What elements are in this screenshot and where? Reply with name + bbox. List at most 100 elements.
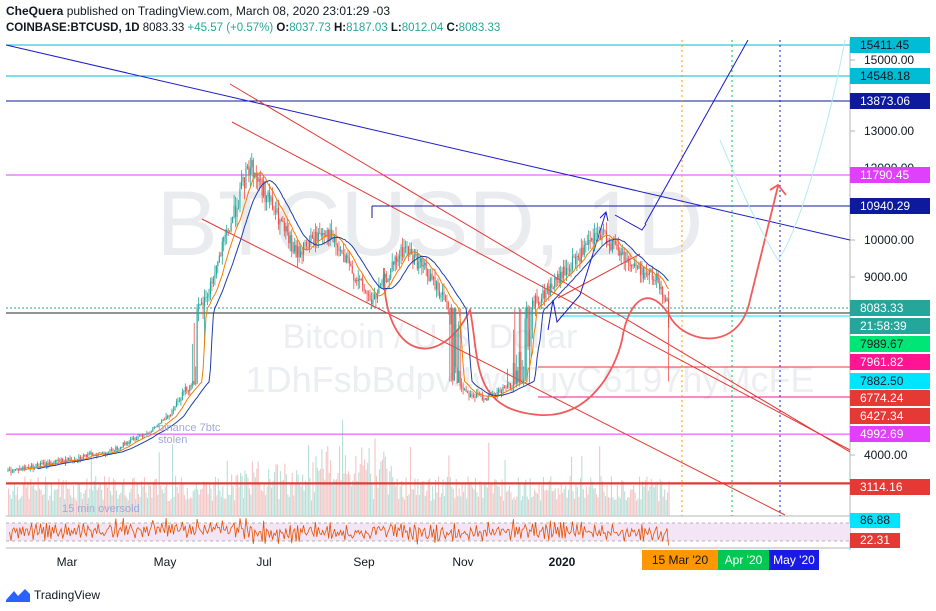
- candle-body: [558, 274, 560, 284]
- volume-bar: [610, 476, 612, 516]
- volume-bar: [631, 489, 633, 516]
- volume-bar: [426, 490, 428, 516]
- price-level-badge: [850, 300, 930, 316]
- volume-bar: [274, 472, 276, 516]
- candle-body: [189, 385, 191, 392]
- candle-body: [93, 455, 95, 457]
- candle-body: [536, 295, 538, 302]
- candle-body: [446, 301, 448, 303]
- volume-bar: [166, 484, 168, 516]
- price-level-badge: [850, 198, 930, 214]
- candle-body: [555, 277, 557, 280]
- alt-projection-curve: [719, 40, 846, 261]
- volume-bar: [429, 478, 431, 516]
- candle-body: [372, 299, 374, 305]
- volume-bar: [443, 496, 445, 516]
- volume-bar: [73, 485, 75, 516]
- candle-body: [226, 229, 228, 236]
- volume-bar: [630, 489, 632, 516]
- volume-bar: [271, 487, 273, 516]
- volume-bar: [349, 474, 351, 516]
- volume-bar: [344, 455, 346, 516]
- elliott-wave-path: [547, 211, 607, 331]
- volume-bar: [506, 491, 508, 516]
- volume-bar: [486, 487, 488, 516]
- volume-bar: [30, 478, 32, 516]
- candle-body: [155, 426, 157, 428]
- candle-body: [462, 387, 464, 390]
- candle-body: [201, 302, 203, 305]
- candle-body: [170, 415, 172, 416]
- candle-body: [583, 245, 585, 255]
- candle-body: [338, 247, 340, 252]
- candle-body: [384, 274, 386, 278]
- candle-body: [548, 285, 550, 296]
- candle-body: [576, 255, 578, 264]
- long-trend-line: [6, 44, 850, 241]
- candle-body: [381, 283, 383, 285]
- volume-bar: [588, 486, 590, 516]
- tradingview-logo-icon: [6, 589, 30, 602]
- candle-body: [227, 229, 229, 231]
- candle-body: [393, 261, 395, 265]
- volume-bar: [474, 478, 476, 516]
- volume-bar: [170, 498, 172, 516]
- candle-body: [387, 280, 389, 282]
- candle-body: [662, 286, 664, 297]
- candle-body: [240, 181, 242, 189]
- volume-bar: [179, 485, 181, 516]
- volume-bar: [185, 499, 187, 516]
- volume-bar: [89, 488, 91, 516]
- candle-body: [38, 465, 40, 467]
- price-tick-label: 15000.00: [864, 53, 914, 67]
- candle-body: [345, 255, 347, 263]
- volume-bar: [485, 484, 487, 516]
- volume-bar: [661, 481, 663, 516]
- volume-bar: [219, 490, 221, 516]
- ohlc-open: O:8037.73: [276, 22, 331, 34]
- candle-body: [229, 230, 231, 232]
- ohlc-high: H:8187.03: [333, 22, 388, 34]
- volume-bar: [409, 447, 411, 516]
- candle-body: [434, 276, 436, 290]
- volume-bar: [625, 500, 627, 516]
- candle-body: [294, 245, 296, 252]
- time-tick-label: 2020: [549, 555, 576, 569]
- volume-bar: [340, 479, 342, 516]
- volume-bar: [123, 478, 125, 516]
- candle-body: [277, 208, 279, 225]
- volume-bar: [240, 472, 242, 516]
- price-level-badge: [850, 373, 930, 389]
- volume-bar: [516, 496, 518, 516]
- volume-bar: [454, 498, 456, 516]
- candle-body: [35, 463, 37, 468]
- candle-body: [217, 261, 219, 266]
- candle-body: [22, 466, 24, 470]
- volume-bar: [424, 496, 426, 516]
- candle-body: [348, 258, 350, 264]
- volume-bar: [528, 499, 530, 516]
- candle-body: [279, 219, 281, 225]
- volume-bar: [622, 481, 624, 516]
- volume-bar: [414, 478, 416, 516]
- volume-bar: [430, 500, 432, 516]
- candle-body: [433, 276, 435, 280]
- candle-body: [530, 309, 532, 330]
- volume-bar: [350, 486, 352, 516]
- volume-bar: [519, 482, 521, 516]
- volume-bar: [305, 481, 307, 516]
- candle-body: [113, 451, 115, 452]
- footer-branding: TradingView: [6, 585, 100, 605]
- candle-body: [501, 390, 503, 393]
- candle-body: [524, 318, 526, 380]
- volume-bar: [173, 496, 175, 516]
- volume-bar: [418, 495, 420, 516]
- candle-body: [539, 301, 541, 306]
- volume-bar: [67, 488, 69, 516]
- candle-body: [437, 281, 439, 292]
- candle-body: [308, 241, 310, 249]
- volume-bar: [398, 498, 400, 516]
- volume-bar: [9, 494, 11, 516]
- volume-bar: [445, 481, 447, 516]
